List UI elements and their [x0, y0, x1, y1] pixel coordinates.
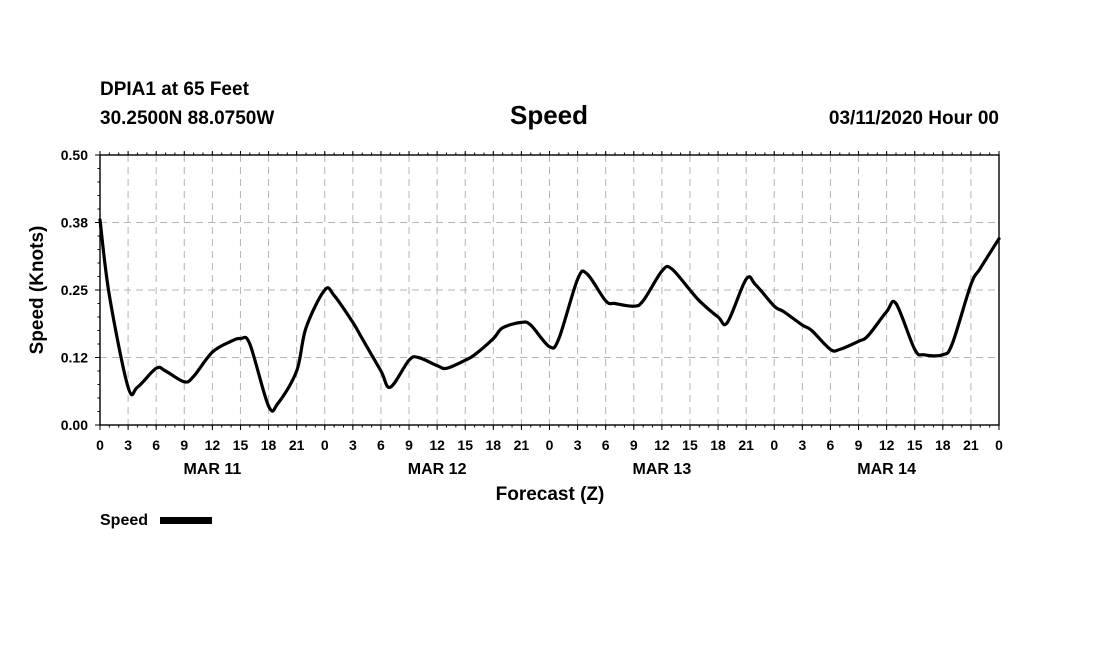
x-tick-label: 12 [879, 437, 895, 453]
x-tick-label: 18 [261, 437, 277, 453]
x-tick-label: 6 [377, 437, 385, 453]
y-tick-label: 0.38 [61, 215, 88, 231]
y-tick-label: 0.50 [61, 147, 88, 163]
x-tick-label: 12 [429, 437, 445, 453]
x-tick-label: 6 [602, 437, 610, 453]
x-tick-label: 18 [486, 437, 502, 453]
x-tick-label: 15 [682, 437, 698, 453]
tick-labels: 0 3 6 9 12 15 18 21 0 3 6 9 12 15 18 21 0 3 6 9 12 15 18 21 0 3 6 9… [61, 147, 1003, 478]
x-tick-label: 9 [855, 437, 863, 453]
x-tick-label: 0 [770, 437, 778, 453]
x-tick-label: 6 [152, 437, 160, 453]
forecast-datetime: 03/11/2020 Hour 00 [829, 108, 999, 129]
series-layer [98, 218, 1001, 413]
y-axis-title: Speed (Knots) [27, 226, 48, 355]
x-tick-label: 0 [96, 437, 104, 453]
x-tick-label: 15 [907, 437, 923, 453]
x-tick-label: 3 [349, 437, 357, 453]
x-tick-label: 15 [457, 437, 473, 453]
day-label: MAR 12 [408, 461, 467, 478]
y-tick-label: 0.00 [61, 417, 88, 433]
x-tick-label: 3 [798, 437, 806, 453]
x-tick-label: 21 [963, 437, 979, 453]
x-tick-label: 0 [995, 437, 1003, 453]
legend: Speed [100, 512, 212, 529]
x-tick-label: 21 [289, 437, 305, 453]
legend-label: Speed [100, 512, 148, 529]
x-tick-label: 21 [514, 437, 530, 453]
x-tick-label: 9 [405, 437, 413, 453]
x-tick-label: 12 [654, 437, 670, 453]
station-label: DPIA1 at 65 Feet [100, 79, 250, 100]
coordinates-label: 30.2500N 88.0750W [100, 108, 274, 129]
x-tick-label: 15 [233, 437, 249, 453]
legend-swatch [160, 517, 212, 524]
y-tick-label: 0.25 [61, 282, 88, 298]
y-tick-label: 0.12 [61, 350, 88, 366]
x-tick-label: 9 [630, 437, 638, 453]
x-axis-title: Forecast (Z) [496, 484, 605, 505]
day-label: MAR 14 [857, 461, 916, 478]
x-tick-label: 0 [546, 437, 554, 453]
chart-title: Speed [510, 100, 588, 130]
x-tick-label: 3 [124, 437, 132, 453]
day-label: MAR 13 [633, 461, 692, 478]
speed-series-line [98, 218, 1001, 413]
x-tick-label: 9 [180, 437, 188, 453]
grid-lines [100, 155, 999, 425]
x-tick-label: 18 [935, 437, 951, 453]
x-tick-label: 6 [827, 437, 835, 453]
x-tick-label: 21 [738, 437, 754, 453]
x-tick-label: 12 [205, 437, 221, 453]
x-tick-label: 0 [321, 437, 329, 453]
day-label: MAR 11 [183, 461, 241, 478]
plot-frame [99, 154, 1000, 426]
x-tick-label: 3 [574, 437, 582, 453]
x-tick-label: 18 [710, 437, 726, 453]
